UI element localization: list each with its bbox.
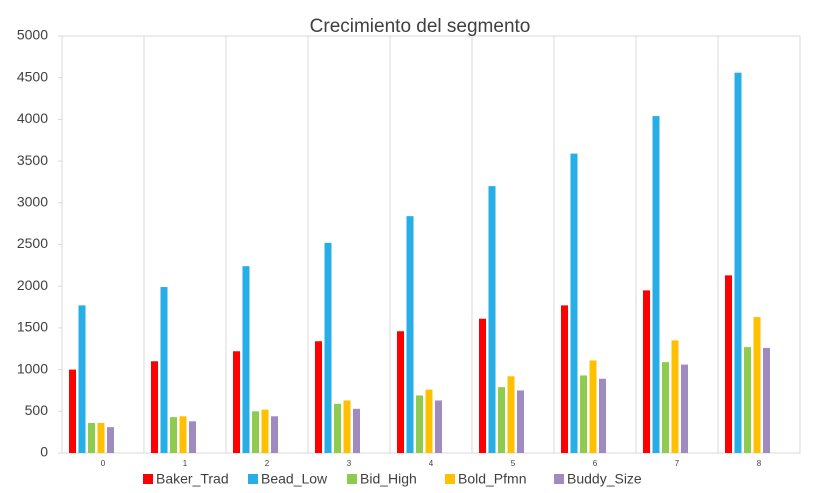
bar [570,153,578,453]
x-tick-label: 1 [183,459,188,468]
y-tick-label: 1000 [17,360,48,376]
bar [671,340,679,453]
bar [416,395,423,453]
legend-label: Bold_Pfmn [458,471,526,487]
legend-swatch [445,474,455,484]
y-tick-label: 2500 [17,235,48,251]
y-tick-label: 5000 [17,27,48,43]
bar [261,409,269,453]
x-tick-label: 0 [101,459,106,468]
bar [179,416,187,453]
bar [353,408,360,453]
y-tick-label: 3000 [17,194,48,210]
bar [315,341,322,453]
bar [652,116,660,454]
x-tick-label: 2 [265,459,270,468]
bar [681,364,688,453]
bar [271,416,278,453]
legend-label: Baker_Trad [156,471,229,487]
bar [435,400,442,453]
bar [324,242,332,453]
bar [160,287,168,453]
bar [78,305,86,453]
bar [498,387,505,453]
y-tick-label: 3500 [17,152,48,168]
bar [170,417,177,453]
chart-title: Crecimiento del segmento [310,16,531,37]
legend-swatch [554,474,564,484]
bar [97,422,105,453]
bar [744,347,751,453]
bar [233,351,240,453]
y-tick-label: 4000 [17,110,48,126]
bar [763,347,770,453]
bar [252,411,259,453]
y-tick-label: 1500 [17,319,48,335]
bar [107,427,114,453]
bar [397,331,404,453]
y-tick-label: 0 [40,444,48,460]
bar [479,318,486,453]
bar [334,403,341,453]
legend-swatch [347,474,357,484]
legend-label: Buddy_Size [567,471,642,487]
bar [425,389,433,453]
y-tick-label: 2000 [17,277,48,293]
legend-swatch [143,474,153,484]
legend-label: Bead_Low [261,471,328,487]
bar [662,362,669,453]
x-tick-label: 6 [593,459,598,468]
bar [725,275,732,453]
bar [151,361,158,453]
bar [69,369,76,453]
bar [580,375,587,453]
bar [753,317,761,453]
bar [734,72,742,454]
bar [507,376,515,453]
legend-swatch [248,474,258,484]
bar [189,421,196,453]
x-tick-label: 3 [347,459,352,468]
bar [343,400,351,453]
x-tick-label: 7 [675,459,680,468]
legend-label: Bid_High [360,471,417,487]
y-tick-label: 4500 [17,68,48,84]
bar [517,390,524,453]
y-tick-label: 500 [25,402,49,418]
bar [488,186,496,453]
bar [643,290,650,453]
bar [406,216,414,453]
bar [242,266,250,453]
x-tick-label: 4 [429,459,434,468]
x-tick-label: 8 [757,459,762,468]
bar [599,378,606,453]
bar [561,305,568,453]
bar [88,422,95,453]
bar [589,360,597,453]
x-tick-label: 5 [511,459,516,468]
